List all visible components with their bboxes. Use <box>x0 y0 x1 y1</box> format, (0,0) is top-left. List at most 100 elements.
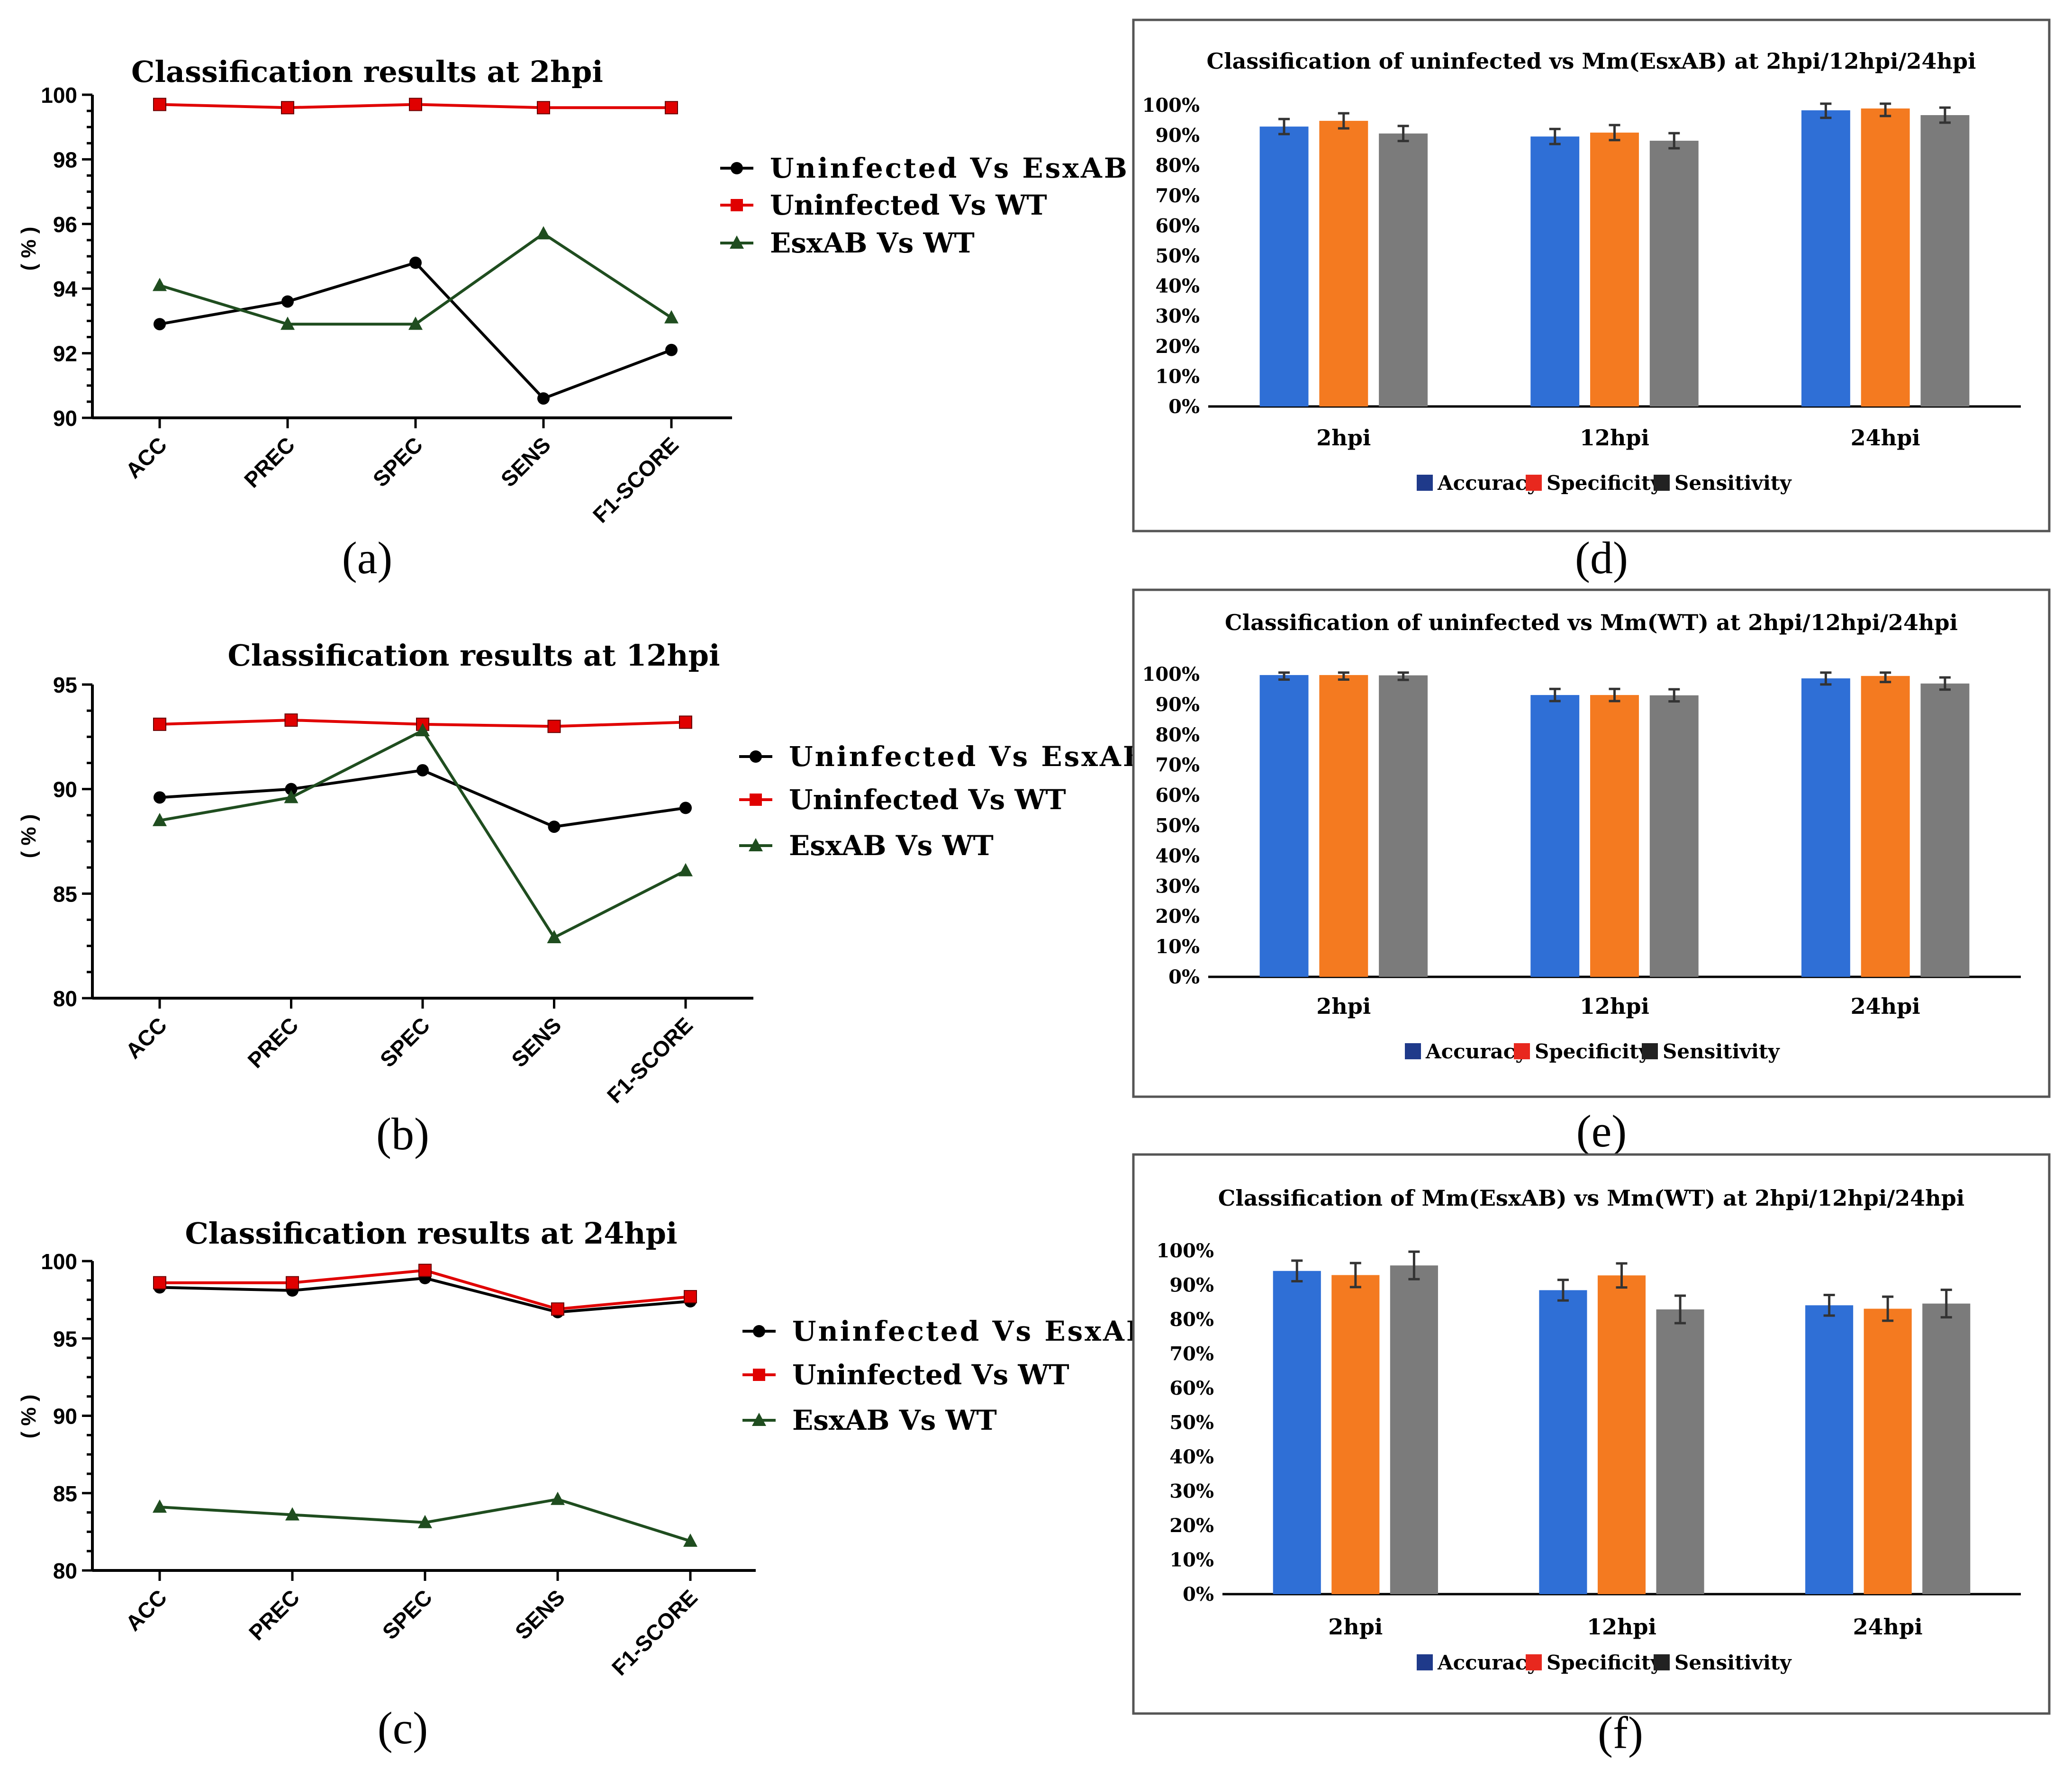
legend-label-esxab-vs-wt: EsxAB Vs WT <box>789 830 994 862</box>
legend-marker-uninfected-vs-esxab <box>753 1325 765 1337</box>
legend-label-uninfected-vs-esxab: Uninfected Vs EsxAB <box>789 740 1148 773</box>
panel-caption: (e) <box>1576 1106 1627 1156</box>
data-point-uninfected-vs-wt-sens <box>537 101 550 115</box>
legend-marker-esxab-vs-wt <box>752 1413 766 1426</box>
y-tick-label: 30% <box>1155 305 1200 327</box>
legend-label-accuracy: Accuracy <box>1437 1651 1539 1674</box>
legend-label-esxab-vs-wt: EsxAB Vs WT <box>770 227 975 259</box>
data-point-uninfected-vs-wt-acc <box>153 1276 166 1290</box>
panel-caption: (d) <box>1575 532 1628 583</box>
bar-specificity-2hpi <box>1331 1275 1380 1594</box>
data-point-uninfected-vs-wt-prec <box>284 713 298 727</box>
bar-sensitivity-2hpi <box>1379 133 1428 406</box>
bar-sensitivity-12hpi <box>1656 1309 1704 1594</box>
bar-specificity-12hpi <box>1597 1275 1646 1594</box>
bar-specificity-24hpi <box>1864 1308 1912 1594</box>
data-point-esxab-vs-wt-acc <box>153 278 167 291</box>
series-line-esxab-vs-wt <box>159 729 687 939</box>
bar-accuracy-24hpi <box>1801 110 1850 406</box>
y-tick-label: 10% <box>1155 936 1200 958</box>
legend-marker-esxab-vs-wt <box>730 235 744 249</box>
chart-title: Classification of uninfected vs Mm(WT) a… <box>1225 610 1958 635</box>
x-category-label-2hpi: 2hpi <box>1316 993 1371 1019</box>
data-point-uninfected-vs-esxab-sens <box>548 821 561 833</box>
data-point-uninfected-vs-esxab-spec <box>416 764 429 776</box>
panel-b-line-chart: Classification results at 12hpi 80 85 90 95 (… <box>17 638 1148 1159</box>
y-tick-label: 90 <box>53 406 77 431</box>
data-point-uninfected-vs-esxab-spec <box>409 256 422 269</box>
data-point-uninfected-vs-wt-acc <box>153 717 166 731</box>
x-tick-label-f1-score: F1-SCORE <box>607 1585 702 1680</box>
legend-label-sensitivity: Sensitivity <box>1674 471 1792 495</box>
data-point-uninfected-vs-wt-spec <box>409 98 422 111</box>
y-tick-label: 60% <box>1155 785 1200 807</box>
data-point-esxab-vs-wt-sens <box>536 226 551 240</box>
legend-label-esxab-vs-wt: EsxAB Vs WT <box>792 1404 997 1436</box>
y-tick-label: 100% <box>1156 1240 1214 1262</box>
bar-accuracy-24hpi <box>1805 1305 1854 1594</box>
data-point-esxab-vs-wt-acc <box>153 812 167 826</box>
y-tick-label: 80% <box>1169 1308 1214 1331</box>
data-point-uninfected-vs-esxab-acc <box>154 318 166 331</box>
bar-specificity-2hpi <box>1319 675 1368 977</box>
data-point-esxab-vs-wt-f1-score <box>683 1533 697 1547</box>
legend-marker-uninfected-vs-esxab <box>731 162 743 174</box>
data-point-uninfected-vs-wt-sens <box>551 1302 564 1316</box>
bar-accuracy-2hpi <box>1273 1271 1321 1594</box>
series-line-uninfected-vs-esxab <box>159 768 686 829</box>
y-tick-label: 0% <box>1183 1583 1214 1606</box>
chart-title: Classification results at 24hpi <box>185 1216 677 1251</box>
data-point-esxab-vs-wt-f1-score <box>664 310 679 324</box>
legend-label-uninfected-vs-wt: Uninfected Vs WT <box>789 784 1066 816</box>
legend-swatch-accuracy <box>1405 1043 1421 1059</box>
legend-swatch-specificity <box>1526 475 1542 491</box>
data-point-esxab-vs-wt-acc <box>153 1499 167 1513</box>
y-tick-label: 40% <box>1155 845 1200 867</box>
legend-label-specificity: Specificity <box>1535 1040 1651 1063</box>
y-tick-label: 100% <box>1142 94 1200 117</box>
x-tick-label-sens: SENS <box>496 432 555 491</box>
y-tick-label: 0% <box>1168 396 1200 418</box>
x-category-label-2hpi: 2hpi <box>1328 1614 1383 1640</box>
x-tick-label-sens: SENS <box>510 1585 570 1644</box>
legend-label-specificity: Specificity <box>1547 1651 1663 1674</box>
legend-marker-uninfected-vs-wt <box>731 199 743 211</box>
bar-accuracy-24hpi <box>1801 678 1850 977</box>
y-tick-label: 70% <box>1155 754 1200 776</box>
y-tick-label: 20% <box>1155 905 1200 928</box>
chart-title: Classification results at 2hpi <box>131 54 603 89</box>
legend-swatch-specificity <box>1526 1654 1542 1670</box>
data-point-esxab-vs-wt-sens <box>551 1491 565 1505</box>
y-tick-label: 60% <box>1169 1377 1214 1399</box>
y-tick-label: 80 <box>53 1559 77 1583</box>
x-tick-label-f1-score: F1-SCORE <box>602 1012 697 1108</box>
legend-marker-esxab-vs-wt <box>749 838 763 851</box>
data-point-uninfected-vs-esxab-prec <box>281 295 294 308</box>
y-tick-label: 98 <box>53 147 77 172</box>
y-tick-label: 90% <box>1155 694 1200 716</box>
bar-accuracy-12hpi <box>1530 695 1580 977</box>
x-category-label-2hpi: 2hpi <box>1316 425 1371 451</box>
chart-title: Classification of uninfected vs Mm(EsxAB… <box>1206 48 1976 74</box>
x-tick-label-spec: SPEC <box>368 432 427 491</box>
y-axis-label: ( % ) <box>17 227 40 271</box>
bar-accuracy-2hpi <box>1259 126 1309 406</box>
data-point-uninfected-vs-esxab-f1-score <box>665 343 678 356</box>
y-tick-label: 90 <box>53 777 77 802</box>
panel-f-bar-chart: Classification of Mm(EsxAB) vs Mm(WT) at… <box>1132 1153 2051 1758</box>
legend-label-sensitivity: Sensitivity <box>1663 1040 1780 1063</box>
y-tick-label: 50% <box>1155 815 1200 837</box>
bar-accuracy-2hpi <box>1259 675 1309 977</box>
y-tick-label: 0% <box>1168 966 1200 988</box>
y-axis-label: ( % ) <box>17 814 40 858</box>
x-tick-label-prec: PREC <box>239 432 299 492</box>
data-point-uninfected-vs-wt-f1-score <box>665 101 678 115</box>
legend-label-uninfected-vs-esxab: Uninfected Vs EsxAB <box>792 1315 1151 1347</box>
y-tick-label: 10% <box>1155 365 1200 388</box>
y-axis-label: ( % ) <box>17 1395 40 1439</box>
x-tick-label-acc: ACC <box>121 432 172 483</box>
panel-caption: (a) <box>342 532 393 583</box>
bar-specificity-24hpi <box>1861 676 1910 977</box>
legend-label-specificity: Specificity <box>1547 471 1663 495</box>
